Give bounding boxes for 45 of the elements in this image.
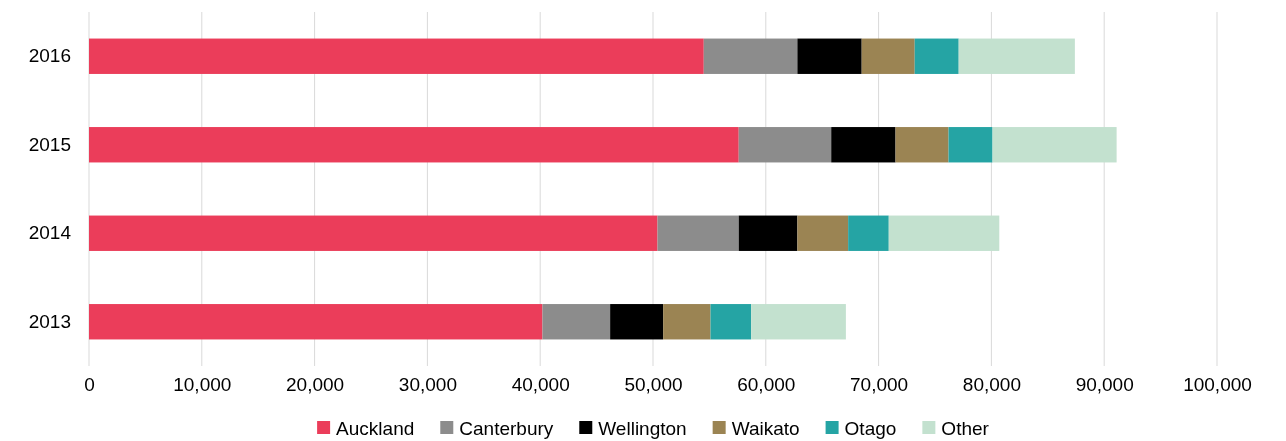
x-tick-label: 30,000 — [398, 374, 457, 396]
x-tick-label: 40,000 — [511, 374, 570, 396]
x-tick-label: 90,000 — [1075, 374, 1134, 396]
bar — [738, 127, 832, 163]
legend-label: Auckland — [336, 417, 415, 439]
bar — [895, 127, 949, 163]
bar — [663, 304, 711, 340]
x-tick-label: 20,000 — [286, 374, 345, 396]
bar — [89, 38, 704, 74]
y-tick-label: 2015 — [28, 133, 71, 155]
legend-label: Canterbury — [459, 417, 554, 439]
bar — [797, 38, 862, 74]
legend-label: Waikato — [731, 417, 800, 439]
bar — [89, 127, 739, 163]
bar — [797, 215, 849, 251]
x-tick-label: 70,000 — [850, 374, 909, 396]
bar — [861, 38, 915, 74]
bar — [710, 304, 752, 340]
x-tick-label: 100,000 — [1183, 374, 1252, 396]
bar — [914, 38, 959, 74]
bar — [992, 127, 1117, 163]
x-tick-label: 0 — [84, 374, 95, 396]
bar — [610, 304, 664, 340]
y-tick-label: 2014 — [28, 222, 72, 244]
bar — [89, 215, 658, 251]
y-tick-label: 2013 — [28, 310, 71, 332]
bar — [657, 215, 739, 251]
bar — [751, 304, 846, 340]
bar — [848, 215, 889, 251]
bar — [738, 215, 798, 251]
bar — [542, 304, 611, 340]
y-tick-label: 2016 — [28, 45, 71, 67]
legend-label: Other — [941, 417, 990, 439]
x-tick-label: 60,000 — [737, 374, 796, 396]
x-tick-label: 80,000 — [962, 374, 1021, 396]
bar — [958, 38, 1075, 74]
bar — [888, 215, 1000, 251]
bar — [831, 127, 896, 163]
x-tick-label: 50,000 — [624, 374, 683, 396]
bar — [703, 38, 798, 74]
legend-label: Wellington — [598, 417, 687, 439]
x-tick-label: 10,000 — [173, 374, 232, 396]
legend-label: Otago — [844, 417, 897, 439]
bar — [89, 304, 543, 340]
bar — [948, 127, 993, 163]
